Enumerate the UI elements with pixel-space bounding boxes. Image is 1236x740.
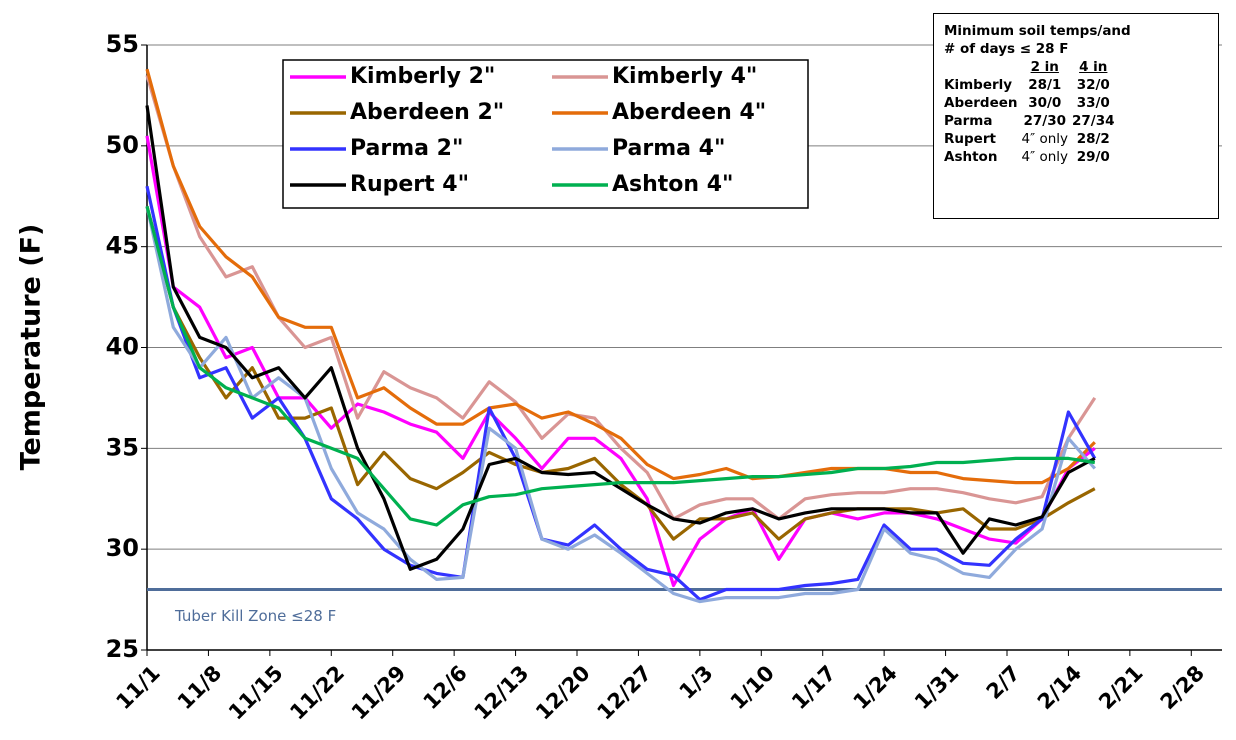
- legend-label: Parma 4": [612, 136, 725, 161]
- inset-cell: 27/34: [1072, 113, 1115, 129]
- x-tick-label: 12/27: [592, 661, 656, 725]
- inset-cell: 4″ only: [1021, 131, 1068, 147]
- series-line: [145, 105, 1096, 571]
- x-tick-label: 12/13: [470, 661, 534, 725]
- inset-cell: 27/30: [1023, 113, 1067, 129]
- inset-cell: 32/0: [1076, 77, 1110, 93]
- x-tick-label: 12/20: [531, 661, 595, 725]
- inset-table: Minimum soil temps/and # of days ≤ 28 F …: [933, 13, 1219, 219]
- legend-label: Aberdeen 4": [612, 100, 766, 125]
- series-line: [145, 205, 1096, 527]
- x-tick-label: 2/21: [1094, 661, 1147, 714]
- series-line: [145, 68, 1096, 485]
- inset-row: Rupert 4″ only 28/2: [944, 130, 1119, 148]
- inset-row-label: Aberdeen: [944, 95, 1018, 111]
- column-header: 2 in: [1030, 59, 1059, 75]
- x-tick-label: 12/6: [419, 661, 472, 714]
- inset-cell: 29/0: [1076, 149, 1110, 165]
- inset-row: Kimberly 28/1 32/0: [944, 76, 1119, 94]
- inset-cell: 28/2: [1076, 131, 1110, 147]
- x-tick-label: 2/14: [1033, 661, 1086, 714]
- column-header: 4 in: [1079, 59, 1108, 75]
- inset-row: Ashton 4″ only 29/0: [944, 148, 1119, 166]
- inset-row-label: Rupert: [944, 131, 996, 147]
- y-tick-label: 30: [106, 534, 139, 562]
- x-tick-label: 2/28: [1156, 661, 1209, 714]
- inset-cell: 28/1: [1028, 77, 1062, 93]
- inset-grid: 2 in 4 in Kimberly 28/1 32/0 Aberdeen 30/0 33/…: [944, 58, 1119, 166]
- legend-label: Aberdeen 2": [350, 100, 504, 125]
- inset-cell: 30/0: [1028, 95, 1062, 111]
- legend-box: [282, 59, 809, 209]
- y-tick-label: 55: [106, 30, 139, 58]
- x-tick-label: 1/17: [787, 661, 840, 714]
- inset-title: # of days ≤ 28 F: [944, 41, 1069, 57]
- x-tick-label: 11/22: [285, 661, 349, 725]
- y-tick-label: 35: [106, 433, 139, 461]
- inset-row-label: Kimberly: [944, 77, 1013, 93]
- y-tick-label: 45: [106, 232, 139, 260]
- inset-row: Parma 27/30 27/34: [944, 112, 1119, 130]
- inset-title: Minimum soil temps/and: [944, 23, 1131, 39]
- x-tick-label: 11/29: [347, 661, 411, 725]
- inset-row-label: Ashton: [944, 149, 998, 165]
- inset-cell: 4″ only: [1021, 149, 1068, 165]
- legend-label: Ashton 4": [612, 172, 734, 197]
- legend-label: Kimberly 4": [612, 64, 757, 89]
- y-tick-label: 50: [106, 131, 139, 159]
- inset-cell: 33/0: [1076, 95, 1110, 111]
- series-line: [145, 74, 1097, 521]
- legend-label: Kimberly 2": [350, 64, 495, 89]
- inset-row-label: Parma: [944, 113, 993, 129]
- x-tick-label: 1/31: [910, 661, 963, 714]
- inset-row: Aberdeen 30/0 33/0: [944, 94, 1119, 112]
- legend-label: Parma 2": [350, 136, 463, 161]
- x-tick-label: 11/15: [224, 661, 288, 725]
- series-line: [145, 205, 1097, 604]
- y-tick-label: 25: [106, 635, 139, 663]
- y-tick-label: 40: [106, 333, 139, 361]
- x-tick-label: 1/24: [849, 661, 902, 714]
- x-tick-label: 11/8: [173, 661, 226, 714]
- legend-label: Rupert 4": [350, 172, 469, 197]
- x-tick-label: 1/3: [675, 661, 718, 704]
- kill-zone-label: Tuber Kill Zone ≤28 F: [174, 607, 336, 625]
- x-tick-label: 2/7: [982, 661, 1025, 704]
- x-tick-label: 11/1: [111, 661, 164, 714]
- x-tick-label: 1/10: [726, 661, 779, 714]
- y-axis-label: Temperature (F): [16, 224, 47, 471]
